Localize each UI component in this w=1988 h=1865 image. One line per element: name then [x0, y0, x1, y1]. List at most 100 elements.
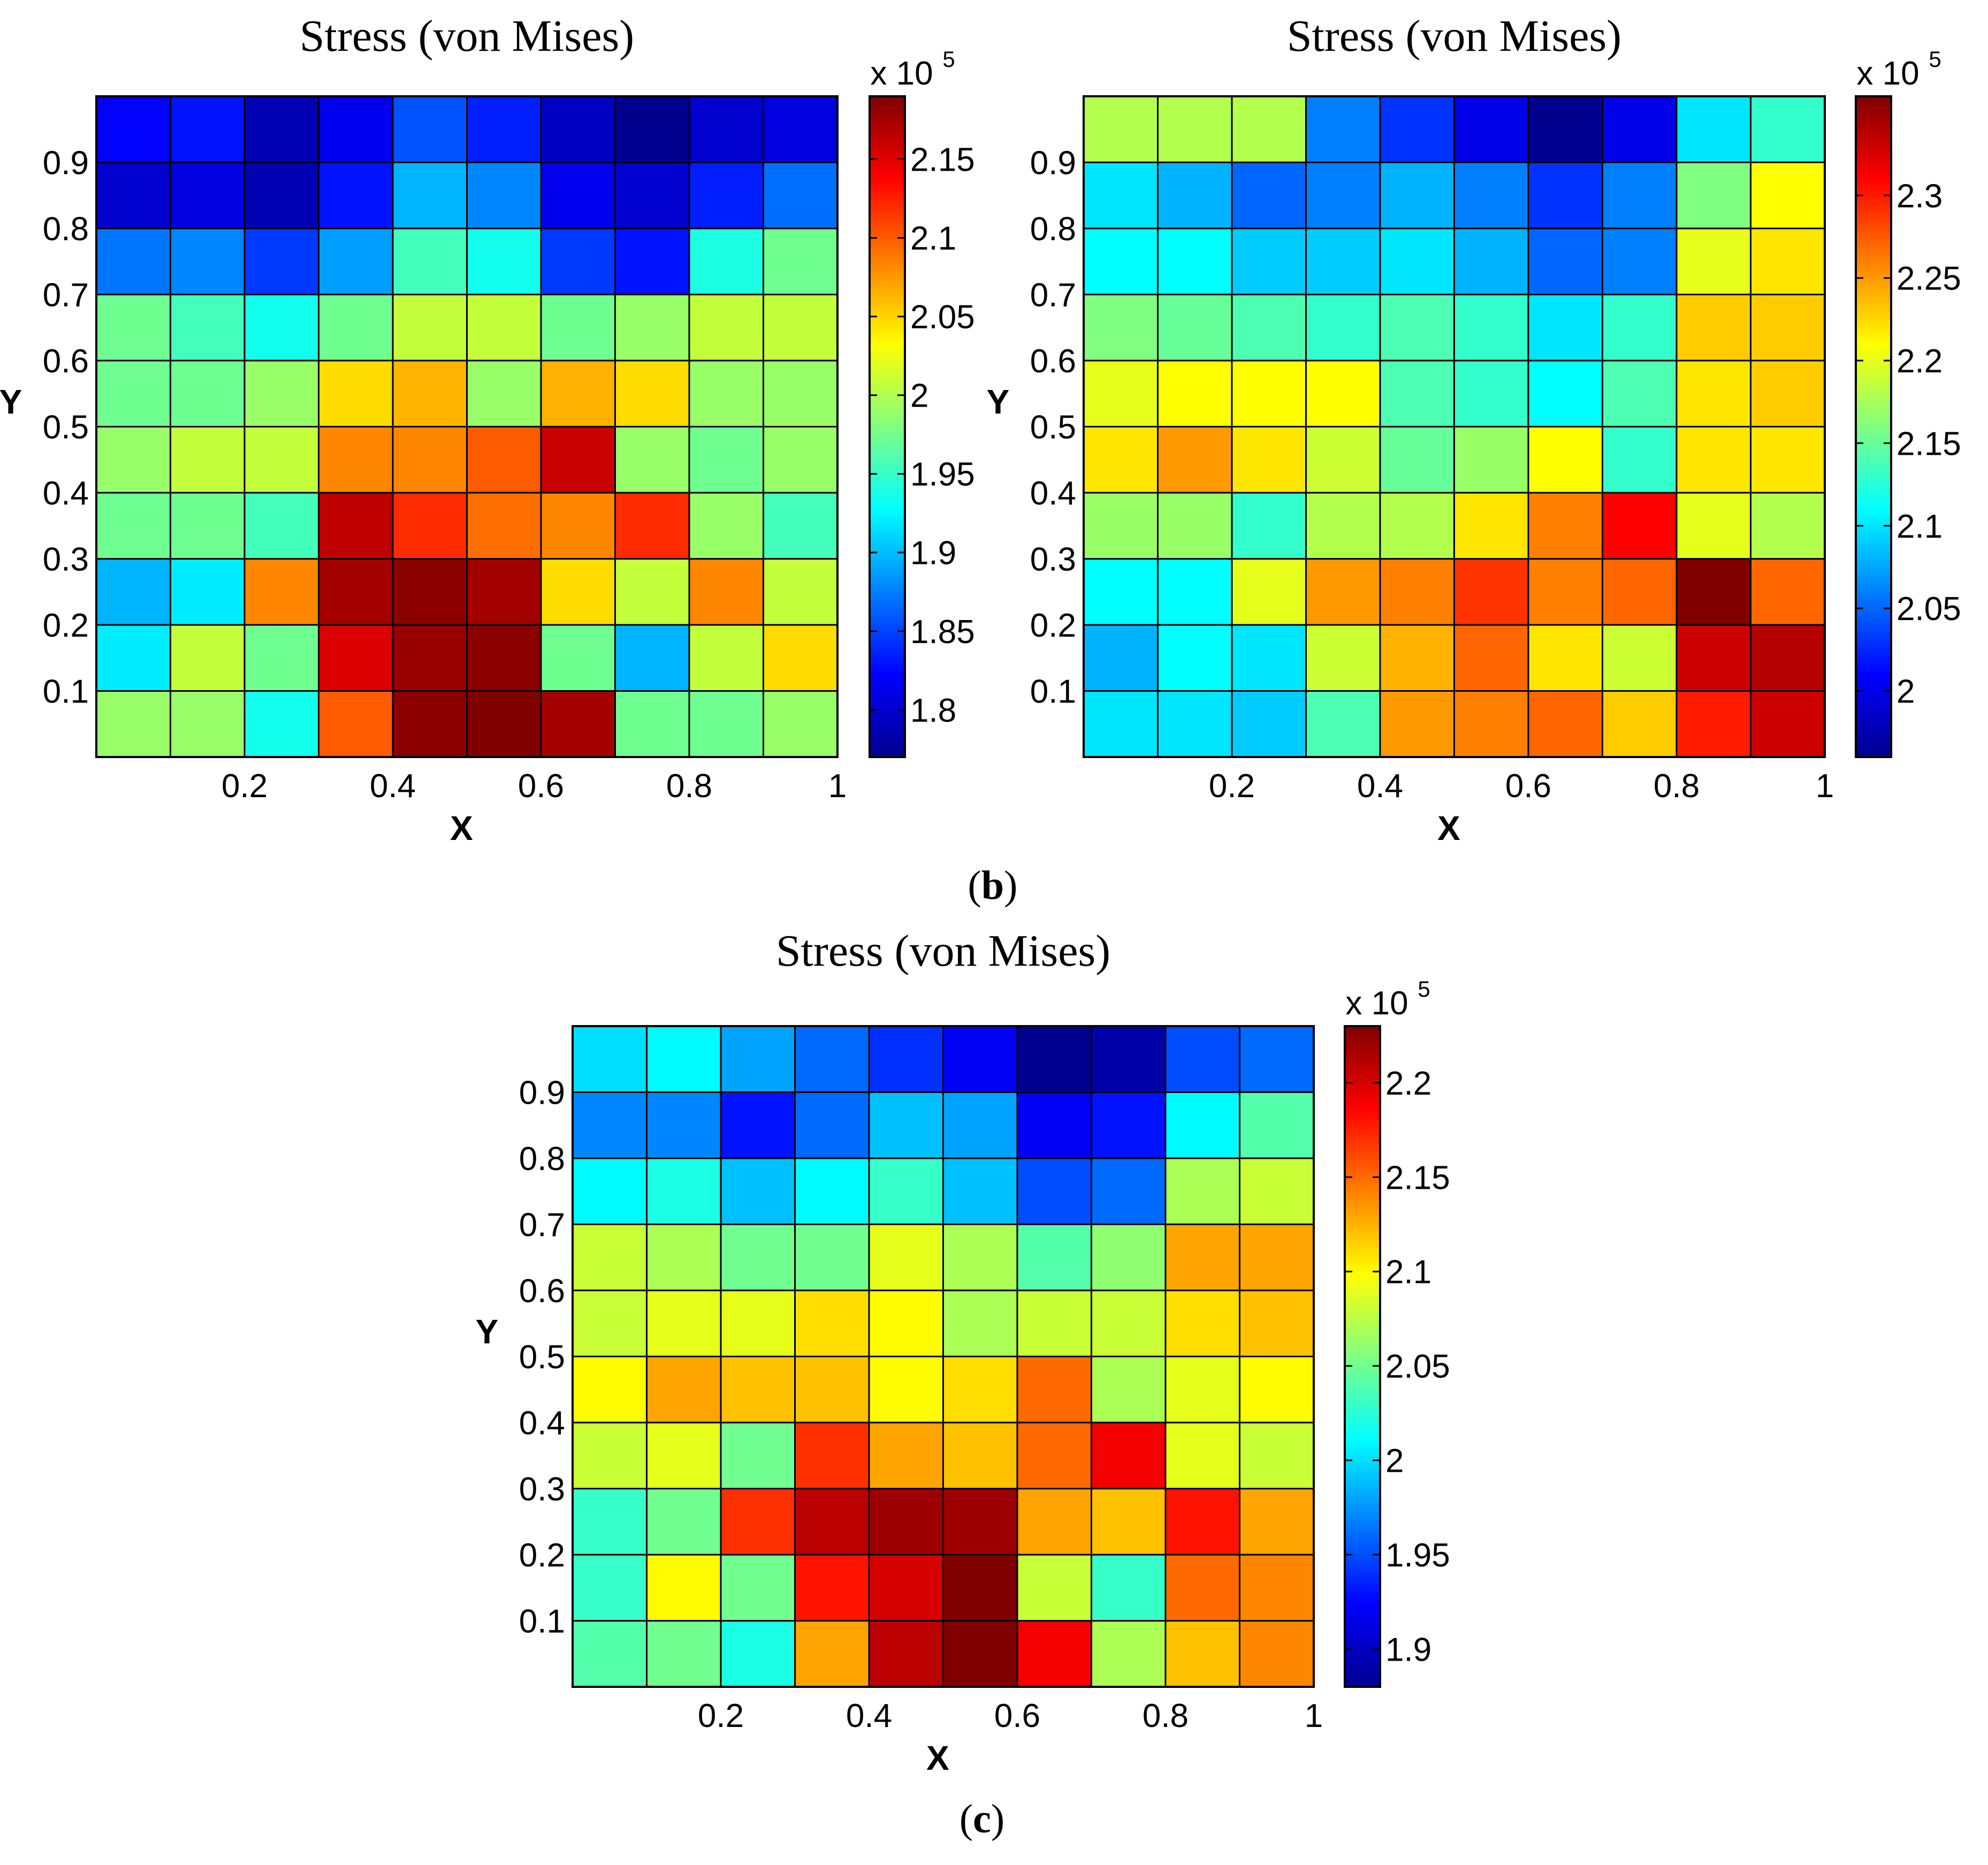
heatmap-cell: [170, 162, 246, 230]
heatmap-cell: [318, 690, 394, 758]
heatmap-cell: [95, 227, 171, 295]
caption-b: (b): [968, 863, 1018, 908]
heatmap-cell: [572, 1554, 648, 1622]
heatmap-cell: [1157, 492, 1233, 560]
heatmap-cell: [95, 558, 171, 626]
heatmap-cell: [688, 95, 764, 163]
caption-b-letter: b: [981, 863, 1004, 908]
colorbar-tick-label: 2.15: [910, 142, 975, 179]
heatmap-cell: [688, 294, 764, 362]
y-tick-label: 0.4: [1030, 475, 1076, 512]
heatmap-cell: [170, 227, 246, 295]
heatmap-cell: [1527, 95, 1603, 163]
heatmap-cell: [170, 690, 246, 758]
heatmap-cell: [318, 558, 394, 626]
heatmap-cell: [1453, 162, 1529, 230]
heatmap-cell: [1305, 492, 1381, 560]
heatmap-cell: [763, 95, 839, 163]
heatmap-cell: [318, 227, 394, 295]
heatmap-cell: [540, 624, 616, 692]
heatmap-cell: [1091, 1554, 1167, 1622]
x-tick-label: 0.6: [1505, 768, 1551, 805]
heatmap-cell: [688, 426, 764, 494]
x-tick-label: 0.4: [846, 1698, 892, 1734]
x-tick-label: 0.4: [370, 768, 416, 805]
heatmap-cell: [1164, 1157, 1240, 1225]
heatmap-cell: [720, 1224, 796, 1291]
heatmap-cell: [572, 1025, 648, 1093]
heatmap-cell: [1016, 1356, 1092, 1424]
heatmap-cell: [1675, 360, 1751, 427]
heatmap-cell: [868, 1488, 944, 1556]
heatmap-cell: [318, 492, 394, 560]
heatmap-cell: [1231, 227, 1307, 295]
heatmap-cell: [1164, 1421, 1240, 1489]
heatmap-cell: [1083, 227, 1159, 295]
colorbar-tick-label: 2.3: [1896, 178, 1943, 215]
heatmap-cell: [243, 492, 319, 560]
colorbar-tick-label: 2.2: [1385, 1065, 1431, 1102]
heatmap-cell: [1239, 1289, 1315, 1357]
x-axis-label: X: [1437, 809, 1460, 847]
heatmap-cell: [95, 426, 171, 494]
heatmap-cell: [794, 1091, 870, 1159]
heatmap-cell: [1453, 227, 1529, 295]
heatmap-cell: [1527, 162, 1603, 230]
heatmap-cell: [243, 294, 319, 362]
heatmap-cell: [1750, 558, 1826, 626]
heatmap-cell: [794, 1289, 870, 1357]
heatmap-cell: [1091, 1421, 1167, 1489]
colorbar: [1855, 95, 1892, 758]
heatmap-cell: [1305, 162, 1381, 230]
heatmap-cell: [1157, 360, 1233, 427]
heatmap-cell: [95, 162, 171, 230]
heatmap-cell: [243, 227, 319, 295]
colorbar-tick-label: 1.8: [910, 692, 956, 729]
heatmap-cell: [688, 624, 764, 692]
heatmap-cell: [318, 162, 394, 230]
y-tick-label: 0.6: [43, 343, 89, 380]
heatmap-cell: [318, 95, 394, 163]
heatmap-cell: [1231, 162, 1307, 230]
heatmap-cell: [243, 690, 319, 758]
heatmap-cell: [868, 1620, 944, 1688]
heatmap-cell: [1083, 294, 1159, 362]
heatmap-cell: [1527, 624, 1603, 692]
heatmap-cell: [243, 558, 319, 626]
x-tick-label: 1: [828, 768, 847, 805]
heatmap-cell: [1527, 492, 1603, 560]
heatmap-cell: [794, 1554, 870, 1622]
heatmap-cell: [1083, 492, 1159, 560]
heatmap-cell: [942, 1620, 1018, 1688]
heatmap-cell: [1453, 690, 1529, 758]
heatmap-cell: [1016, 1488, 1092, 1556]
colorbar-tick-label: 2.25: [1896, 261, 1961, 297]
heatmap-cell: [466, 558, 542, 626]
heatmap-cell: [540, 492, 616, 560]
heatmap-cell: [688, 492, 764, 560]
heatmap-cell: [942, 1356, 1018, 1424]
heatmap-cell: [1602, 558, 1678, 626]
heatmap-cell: [1157, 95, 1233, 163]
x-tick-label: 0.6: [994, 1698, 1040, 1734]
y-tick-label: 0.1: [43, 674, 89, 710]
heatmap-cell: [1379, 690, 1455, 758]
heatmap-cell: [614, 492, 690, 560]
heatmap-cell: [720, 1620, 796, 1688]
y-tick-label: 0.6: [519, 1273, 565, 1310]
heatmap-cell: [1231, 558, 1307, 626]
heatmap-cell: [942, 1224, 1018, 1291]
heatmap-cell: [540, 227, 616, 295]
heatmap-cell: [794, 1421, 870, 1489]
heatmap-cell: [1453, 294, 1529, 362]
heatmap-cell: [318, 294, 394, 362]
y-tick-label: 0.7: [519, 1207, 565, 1244]
heatmap-cell: [95, 294, 171, 362]
heatmap-cell: [1379, 360, 1455, 427]
heatmap-cell: [95, 690, 171, 758]
y-tick-label: 0.9: [43, 145, 89, 182]
y-tick-label: 0.2: [519, 1537, 565, 1574]
heatmap-cell: [1157, 426, 1233, 494]
heatmap-cell: [1453, 426, 1529, 494]
y-tick-label: 0.7: [43, 277, 89, 314]
